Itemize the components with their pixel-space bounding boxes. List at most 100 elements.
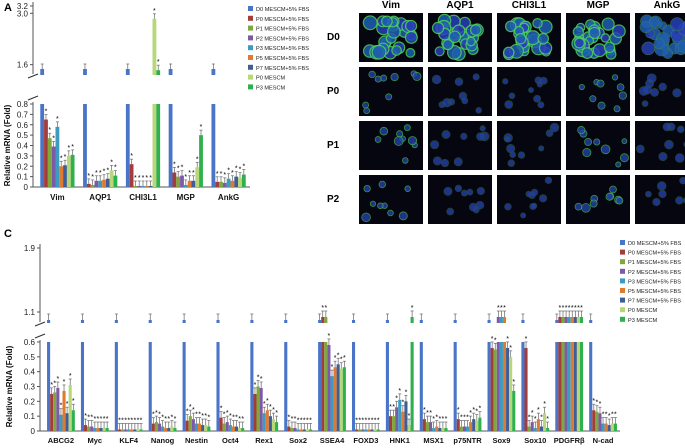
bar-Sox2-2: [290, 428, 294, 431]
significance-star: *: [192, 407, 195, 414]
significance-star: *: [207, 415, 210, 422]
cell: [507, 159, 516, 167]
y-tick-label: 0: [24, 183, 29, 192]
cell: [597, 101, 606, 110]
cell: [574, 202, 583, 211]
micrograph-row-label: D0: [327, 31, 340, 43]
bar-Vim-1: [44, 119, 48, 187]
micrograph-image: [578, 74, 628, 113]
significance-star: *: [491, 336, 494, 343]
cell: [412, 71, 422, 81]
cell: [404, 30, 418, 44]
cell: [461, 97, 469, 105]
bar-AQP1-2: [90, 184, 95, 187]
bar-HNK1-0-lower: [385, 342, 389, 431]
bar-PDGFRβ-6-lower: [573, 342, 577, 431]
bar-Rex1-2: [256, 386, 260, 431]
category-label-CHI3L1: CHI3L1: [129, 193, 157, 202]
y-tick-label: 0.2: [17, 162, 29, 171]
cell: [672, 88, 682, 98]
bar-Myc-1: [84, 425, 88, 431]
significance-star: *: [201, 413, 204, 420]
cell: [377, 202, 384, 209]
cell: [544, 176, 553, 185]
bar-Nestin-2: [188, 416, 192, 431]
significance-star: *: [389, 404, 392, 411]
bar-Nestin-7: [204, 425, 208, 431]
bar-p75NTR-5: [469, 422, 473, 431]
bar-AQP1-8: [113, 175, 118, 187]
cell: [502, 46, 515, 59]
cell: [670, 17, 685, 32]
significance-star: *: [611, 412, 614, 419]
bar-AQP1-1: [86, 183, 91, 187]
bar-PDGFRβ-7-lower: [576, 342, 580, 431]
micrograph-image: [431, 73, 482, 114]
bar-Sox10-8: [546, 428, 550, 431]
bar-SSEA4-5: [333, 367, 337, 431]
significance-star: *: [186, 409, 189, 416]
bar-Rex1-7: [271, 419, 276, 431]
legend-label-3: P2 MESCM+5% FBS: [256, 36, 309, 42]
significance-star: *: [605, 412, 608, 419]
bar-Sox10-3: [530, 422, 534, 431]
bar-Sox9-3-lower: [496, 342, 500, 431]
cell: [582, 148, 592, 158]
legend-label-8: P3 MESCM: [628, 318, 658, 324]
bar-Sox2-8: [308, 429, 313, 431]
legend-swatch-1: [248, 15, 253, 21]
significance-star: *: [337, 352, 340, 359]
bar-Rex1-0-lower: [250, 342, 254, 431]
bar-N-cad-0-upper: [589, 320, 593, 323]
cell: [581, 203, 591, 213]
bar-AnkG-0-upper: [211, 69, 216, 75]
bar-MSX1-6: [438, 428, 442, 431]
cell: [652, 197, 661, 207]
significance-star: *: [223, 412, 226, 419]
y-tick-label: 0.4: [24, 368, 36, 377]
bar-Sox9-5-lower: [502, 342, 507, 431]
significance-star: *: [173, 161, 176, 168]
bar-FOXD3-7: [373, 429, 377, 431]
cell: [677, 125, 685, 134]
significance-star: *: [241, 416, 244, 423]
micrograph-tile: [635, 13, 685, 62]
significance-star: *: [331, 364, 334, 371]
bar-p75NTR-0-lower: [453, 342, 457, 431]
micrograph-image: [362, 15, 418, 60]
cell: [600, 144, 611, 155]
bar-Nanog-6: [167, 428, 171, 431]
significance-star: *: [174, 416, 177, 423]
bar-MSX1-4: [432, 428, 436, 431]
micrograph-image: [571, 17, 626, 60]
significance-star: *: [445, 416, 448, 423]
significance-star: *: [546, 416, 549, 423]
cell: [656, 181, 667, 191]
legend-label-8: P3 MESCM: [256, 85, 286, 91]
bar-FOXD3-0-lower: [351, 342, 356, 431]
bar-AQP1-5: [102, 179, 106, 187]
significance-star: *: [432, 416, 435, 423]
cell: [396, 130, 404, 138]
axis-break-mark: [27, 73, 39, 79]
bar-Nestin-1: [185, 420, 189, 431]
bar-AnkG-0-lower: [211, 104, 216, 187]
bar-Oct4-3: [225, 422, 229, 431]
bar-Sox9-8: [512, 390, 516, 431]
cell: [545, 129, 554, 138]
significance-star: *: [506, 336, 509, 343]
significance-star: *: [408, 413, 411, 420]
bar-HNK1-6: [404, 401, 408, 431]
significance-star: *: [106, 416, 109, 423]
cell: [616, 83, 625, 92]
significance-star: *: [340, 357, 343, 364]
significance-star: *: [177, 166, 180, 173]
cell: [615, 161, 622, 168]
significance-star: *: [157, 59, 160, 66]
micrograph-panel: Vim AQP1 CHI3L1 MGP AnkG D0 P0 P1 P2: [321, 0, 685, 236]
bar-HNK1-4: [398, 399, 402, 431]
significance-star: *: [497, 305, 500, 312]
bar-N-cad-5: [604, 423, 608, 431]
significance-star: *: [608, 413, 611, 420]
y-tick-label: 0.2: [24, 397, 36, 406]
